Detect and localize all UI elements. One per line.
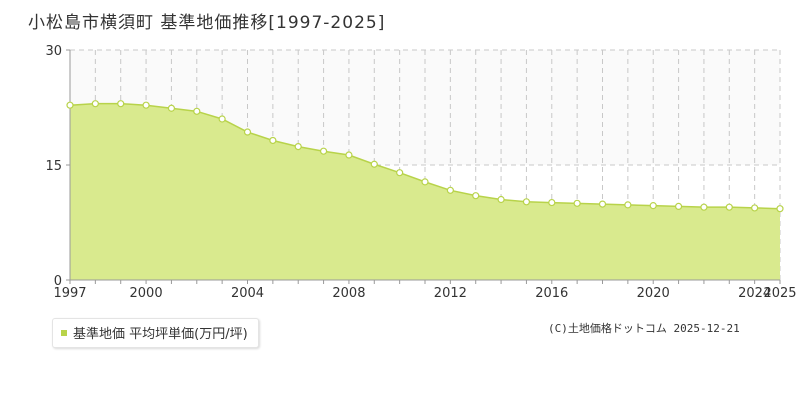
chart-title: 小松島市横須町 基準地価推移[1997-2025] — [28, 13, 386, 33]
data-point — [674, 202, 683, 210]
x-tick-label: 1997 — [53, 286, 86, 301]
data-point — [319, 147, 328, 155]
chart-legend: 基準地価 平均坪単価(万円/坪) — [52, 318, 259, 348]
x-tick-label: 2000 — [130, 286, 163, 301]
data-point — [522, 198, 531, 206]
data-point — [294, 143, 302, 151]
data-point — [573, 199, 581, 207]
data-point — [345, 151, 353, 159]
copyright-footer: (C)土地価格ドットコム 2025-12-21 — [548, 322, 740, 335]
series-area — [70, 103, 780, 281]
data-point — [117, 100, 125, 108]
data-point — [472, 192, 480, 200]
data-point — [446, 186, 454, 194]
y-tick-label: 30 — [45, 44, 62, 59]
data-point — [370, 160, 378, 168]
x-tick-label: 2025 — [763, 286, 796, 301]
x-tick-label: 2016 — [535, 286, 568, 301]
x-tick-label: 2004 — [231, 286, 264, 301]
data-point — [396, 169, 404, 177]
data-point — [776, 205, 784, 213]
y-tick-label: 0 — [54, 274, 62, 289]
data-point — [193, 107, 201, 115]
y-tick-label: 15 — [45, 159, 62, 174]
data-point — [421, 178, 429, 186]
data-point — [218, 115, 226, 123]
data-point — [725, 203, 733, 211]
data-point — [700, 203, 708, 211]
data-point — [548, 198, 556, 207]
data-point — [142, 101, 150, 109]
data-point — [624, 201, 632, 209]
data-point — [751, 204, 759, 212]
data-point — [497, 195, 505, 204]
data-point — [243, 128, 252, 136]
data-point — [167, 104, 176, 112]
data-point — [269, 136, 277, 145]
data-point — [91, 100, 99, 108]
legend-swatch — [61, 329, 67, 336]
data-point — [649, 202, 657, 210]
data-point — [66, 101, 74, 109]
x-tick-label: 2020 — [637, 286, 670, 301]
data-point — [598, 200, 607, 208]
x-tick-label: 2012 — [434, 286, 467, 301]
legend-label: 基準地価 平均坪単価(万円/坪) — [73, 327, 248, 342]
x-tick-label: 2024 — [738, 286, 771, 301]
x-tick-label: 2008 — [332, 286, 365, 301]
